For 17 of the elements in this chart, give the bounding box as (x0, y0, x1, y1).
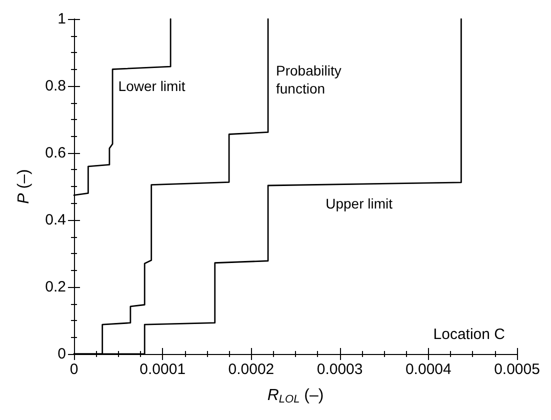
x-tick-label: 0.0004 (405, 361, 452, 378)
annotation: Location C (433, 326, 506, 343)
x-tick-label: 0.0003 (316, 361, 363, 378)
series-label: Upper limit (326, 195, 393, 212)
series-label: Probability function (276, 62, 342, 96)
x-tick-label: 0 (70, 361, 78, 378)
series-label: Lower limit (118, 78, 186, 94)
y-axis-title: P (–) (16, 169, 32, 204)
y-tick-label: 0.4 (45, 212, 66, 228)
y-tick-label: 0.8 (45, 78, 66, 94)
x-tick-label: 0.0001 (140, 361, 186, 378)
y-tick-label: 0 (58, 346, 66, 362)
y-tick-label: 0.6 (45, 144, 66, 162)
x-tick-label: 0.0005 (494, 361, 540, 378)
y-tick-label: 1 (58, 10, 66, 28)
y-tick-label: 0.2 (45, 278, 66, 296)
x-tick-label: 0.0002 (228, 361, 274, 378)
